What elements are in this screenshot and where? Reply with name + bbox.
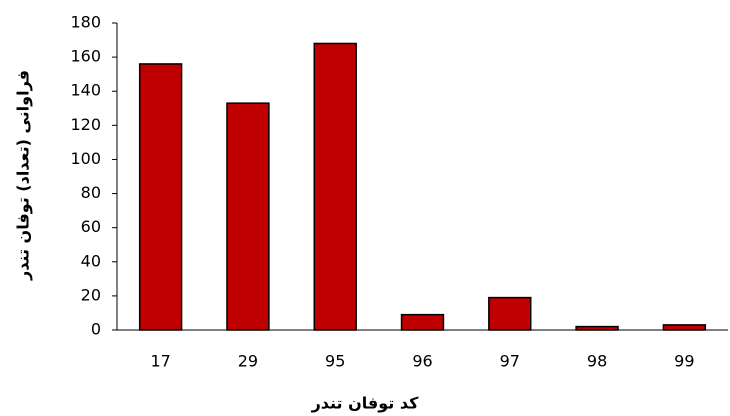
bar bbox=[400, 313, 445, 331]
y-tick-label: 100 bbox=[70, 149, 101, 168]
x-tick-label: 99 bbox=[674, 352, 694, 371]
y-tick-label: 20 bbox=[81, 285, 101, 304]
x-tick-label: 98 bbox=[587, 352, 607, 371]
x-tick-label: 29 bbox=[238, 352, 258, 371]
bar bbox=[488, 296, 532, 331]
y-tick-label: 120 bbox=[70, 115, 101, 134]
y-tick-label: 60 bbox=[81, 217, 101, 236]
y-axis-title: فراوانی (تعداد) توفان تندر bbox=[14, 70, 33, 281]
x-tick-label: 97 bbox=[500, 352, 520, 371]
bar bbox=[138, 63, 183, 331]
y-tick-label: 140 bbox=[70, 81, 101, 100]
y-tick-label: 40 bbox=[81, 251, 101, 270]
y-tick-label: 180 bbox=[70, 13, 101, 32]
x-axis-title: کد توفان تندر bbox=[311, 394, 420, 413]
y-tick-label: 80 bbox=[81, 183, 101, 202]
bar bbox=[226, 102, 270, 331]
x-tick-label: 95 bbox=[325, 352, 345, 371]
bar bbox=[575, 325, 619, 331]
x-tick-label: 17 bbox=[150, 352, 170, 371]
bar bbox=[662, 324, 707, 331]
bar bbox=[313, 42, 357, 331]
y-tick-label: 160 bbox=[70, 47, 101, 66]
y-tick-label: 0 bbox=[91, 320, 101, 339]
x-tick-label: 96 bbox=[412, 352, 432, 371]
